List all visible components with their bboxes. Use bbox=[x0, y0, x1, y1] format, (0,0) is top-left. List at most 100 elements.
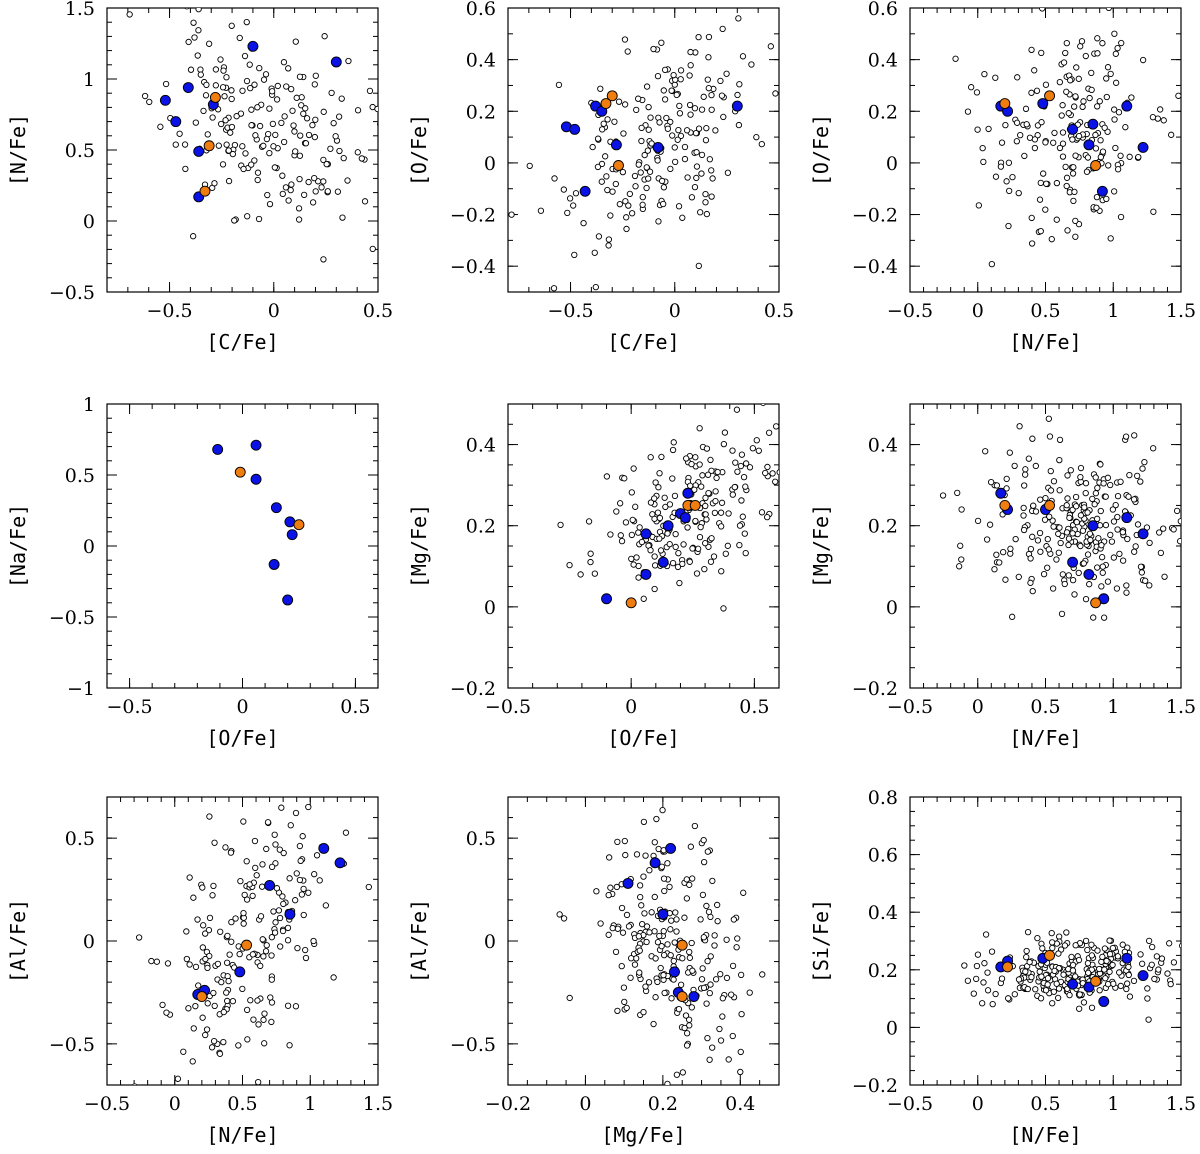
open-data-point bbox=[1032, 462, 1039, 470]
points-layer bbox=[508, 15, 779, 292]
open-data-point bbox=[679, 1069, 686, 1076]
open-data-point bbox=[784, 460, 789, 465]
open-data-point bbox=[135, 934, 143, 941]
open-data-point bbox=[1032, 508, 1040, 515]
open-data-point bbox=[712, 127, 719, 134]
open-data-point bbox=[742, 460, 750, 467]
open-data-point bbox=[1058, 112, 1065, 119]
open-data-point bbox=[984, 987, 992, 994]
open-data-point bbox=[651, 893, 658, 901]
x-tick-label: 0 bbox=[669, 300, 681, 322]
open-data-point bbox=[571, 251, 578, 259]
open-data-point bbox=[1092, 145, 1100, 152]
open-data-point bbox=[635, 161, 642, 168]
open-data-point bbox=[683, 876, 690, 883]
open-data-point bbox=[717, 1037, 725, 1044]
open-data-point bbox=[623, 225, 630, 233]
open-data-point bbox=[672, 158, 679, 166]
open-data-point bbox=[162, 80, 170, 88]
blue-data-point bbox=[1137, 528, 1149, 540]
open-data-point bbox=[570, 202, 577, 209]
open-data-point bbox=[225, 147, 232, 154]
open-data-point bbox=[633, 554, 640, 561]
y-tick-label: 0 bbox=[484, 597, 496, 619]
open-data-point bbox=[292, 38, 299, 45]
open-data-point bbox=[660, 87, 667, 94]
open-data-point bbox=[219, 161, 227, 168]
open-data-point bbox=[704, 76, 711, 83]
open-data-point bbox=[675, 550, 682, 557]
panel-3: −0.5 0 0.5 1 1.5 −0.4 −0.2 0 0.2 0.4 0.6 [N/Fe] [O/F… bbox=[809, 0, 1196, 354]
open-data-point bbox=[635, 95, 642, 102]
x-tick-label: −0.5 bbox=[84, 1093, 130, 1115]
open-data-point bbox=[572, 190, 580, 197]
open-data-point bbox=[680, 541, 687, 548]
open-data-point bbox=[594, 135, 602, 142]
orange-data-point bbox=[234, 466, 246, 478]
open-data-point bbox=[181, 141, 189, 148]
open-data-point bbox=[620, 984, 628, 991]
open-data-point bbox=[1173, 507, 1181, 515]
open-data-point bbox=[1077, 43, 1084, 50]
open-data-point bbox=[1078, 38, 1086, 45]
open-data-point bbox=[980, 979, 987, 986]
open-data-point bbox=[1091, 501, 1098, 508]
open-data-point bbox=[269, 88, 276, 95]
open-data-point bbox=[664, 1080, 671, 1085]
open-data-point bbox=[1024, 928, 1032, 936]
open-data-point bbox=[628, 531, 636, 539]
open-data-point bbox=[1099, 953, 1106, 961]
open-data-point bbox=[691, 105, 699, 112]
open-data-point bbox=[952, 55, 959, 62]
open-data-point bbox=[664, 860, 671, 867]
open-data-point bbox=[1088, 941, 1095, 948]
open-data-point bbox=[1097, 137, 1104, 144]
open-data-point bbox=[324, 188, 331, 195]
open-data-point bbox=[1044, 536, 1051, 543]
open-data-point bbox=[1096, 987, 1103, 994]
open-data-point bbox=[155, 1093, 160, 1098]
open-data-point bbox=[698, 106, 706, 113]
open-data-point bbox=[1179, 942, 1181, 949]
open-data-point bbox=[291, 128, 298, 135]
open-data-point bbox=[1164, 970, 1171, 977]
open-data-point bbox=[1155, 966, 1162, 973]
open-data-point bbox=[1126, 153, 1133, 160]
open-data-point bbox=[1094, 484, 1101, 492]
open-data-point bbox=[1149, 943, 1156, 951]
open-data-point bbox=[227, 129, 234, 136]
open-data-point bbox=[988, 948, 996, 955]
open-data-point bbox=[958, 556, 965, 563]
open-data-point bbox=[667, 952, 674, 959]
open-data-point bbox=[285, 197, 292, 204]
open-data-point bbox=[271, 831, 278, 838]
open-data-point bbox=[627, 974, 634, 981]
open-data-point bbox=[711, 932, 718, 939]
open-data-point bbox=[638, 902, 645, 909]
open-data-point bbox=[210, 882, 217, 890]
open-data-point bbox=[1088, 86, 1095, 94]
open-data-point bbox=[669, 475, 676, 482]
open-data-point bbox=[278, 773, 283, 778]
open-data-point bbox=[672, 543, 679, 551]
open-data-point bbox=[604, 186, 611, 194]
open-data-point bbox=[1139, 465, 1146, 472]
open-data-point bbox=[698, 976, 706, 983]
open-data-point bbox=[334, 188, 342, 195]
points-layer bbox=[126, 8, 378, 263]
open-data-point bbox=[1088, 952, 1096, 959]
open-data-point bbox=[964, 977, 972, 984]
open-data-point bbox=[630, 561, 637, 568]
open-data-point bbox=[1131, 548, 1138, 555]
open-data-point bbox=[657, 547, 665, 554]
open-data-point bbox=[1064, 472, 1071, 479]
open-data-point bbox=[677, 76, 684, 83]
open-data-point bbox=[1101, 124, 1108, 131]
open-data-point bbox=[276, 846, 283, 853]
open-data-point bbox=[1095, 535, 1102, 542]
open-data-point bbox=[260, 1016, 267, 1023]
x-tick-label: −0.2 bbox=[485, 1093, 531, 1115]
open-data-point bbox=[1050, 988, 1058, 995]
open-data-point bbox=[1055, 530, 1062, 537]
open-data-point bbox=[256, 775, 261, 780]
